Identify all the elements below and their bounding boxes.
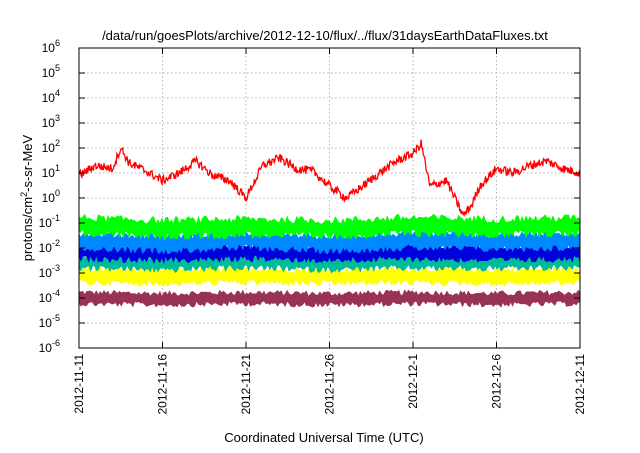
x-tick-label: 2012-12-11 bbox=[573, 354, 587, 415]
x-tick-label: 2012-12-1 bbox=[406, 354, 420, 409]
y-tick-label: 103 bbox=[42, 113, 60, 130]
y-tick-label: 104 bbox=[42, 88, 60, 105]
y-tick-label: 101 bbox=[42, 163, 60, 180]
y-tick-label: 106 bbox=[42, 38, 60, 55]
flux-band-1 bbox=[79, 213, 580, 241]
y-tick-label: 10-6 bbox=[39, 338, 60, 355]
flux-band-2 bbox=[79, 229, 580, 256]
x-tick-label: 2012-11-16 bbox=[156, 354, 170, 415]
y-axis-ticks: 10-6 10-5 10-4 10-3 10-2 10-1 100 101 102 103 104 1… bbox=[39, 38, 580, 355]
y-tick-label: 10-4 bbox=[39, 288, 60, 305]
y-axis-label: protons/cm2-s-sr-MeV bbox=[19, 134, 35, 261]
y-tick-label: 100 bbox=[42, 188, 60, 205]
y-axis-label-superscript: 2 bbox=[19, 192, 29, 197]
y-tick-label: 10-2 bbox=[39, 238, 60, 255]
x-tick-label: 2012-11-26 bbox=[323, 354, 337, 415]
x-tick-label: 2012-11-11 bbox=[72, 354, 86, 414]
y-tick-label: 10-5 bbox=[39, 313, 60, 330]
y-tick-label: 105 bbox=[42, 63, 60, 80]
high-energy-flux-line bbox=[79, 139, 580, 218]
y-tick-label: 102 bbox=[42, 138, 60, 155]
x-axis-label: Coordinated Universal Time (UTC) bbox=[224, 430, 423, 445]
flux-band-6 bbox=[79, 289, 580, 308]
y-tick-label: 10-3 bbox=[39, 263, 60, 280]
x-tick-label: 2012-11-21 bbox=[239, 354, 253, 415]
x-tick-label: 2012-12-6 bbox=[490, 354, 504, 409]
flux-line-red bbox=[79, 139, 580, 218]
x-axis-ticks: 2012-11-11 2012-11-16 2012-11-21 2012-11-26… bbox=[72, 48, 587, 415]
low-energy-flux-bands bbox=[79, 213, 580, 308]
y-axis-label-prefix: protons/cm bbox=[20, 197, 35, 261]
y-tick-label: 10-1 bbox=[39, 213, 60, 230]
chart-title: /data/run/goesPlots/archive/2012-12-10/f… bbox=[102, 28, 548, 43]
y-axis-label-suffix: -s-sr-MeV bbox=[20, 134, 35, 191]
